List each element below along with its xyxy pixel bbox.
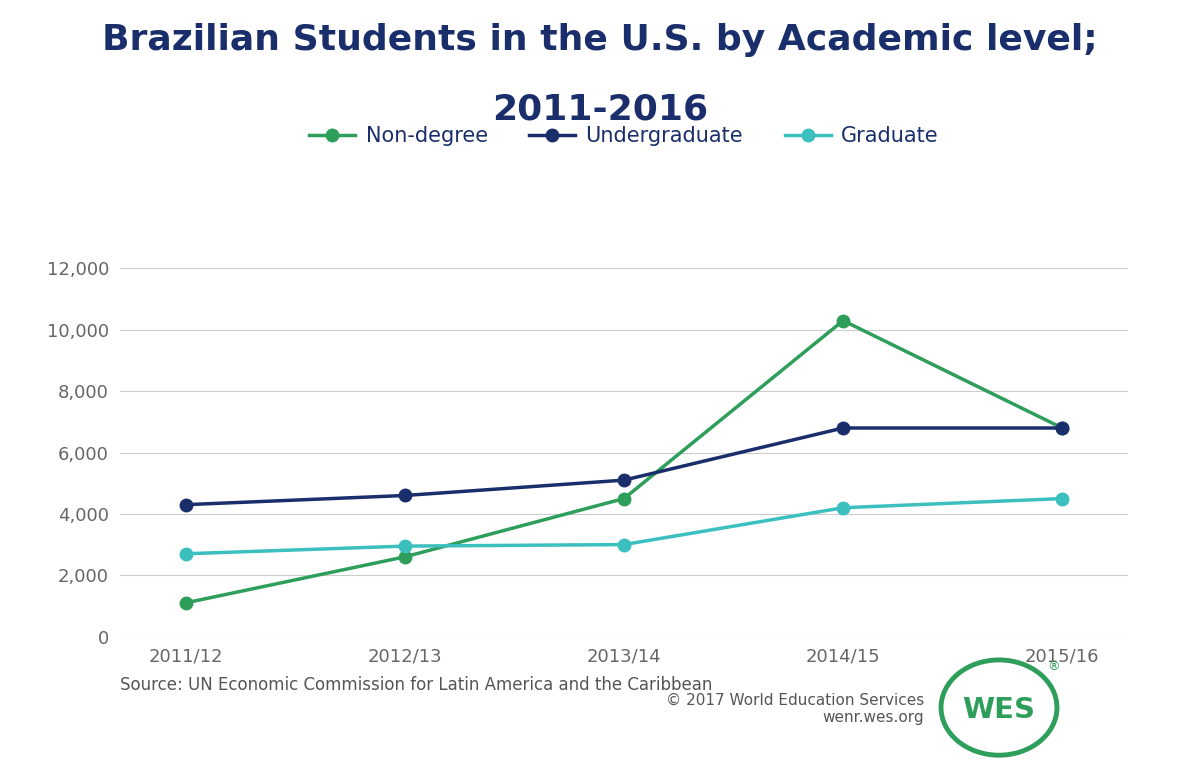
- Undergraduate: [179, 500, 193, 509]
- Legend: Non-degree, Undergraduate, Graduate: Non-degree, Undergraduate, Graduate: [301, 118, 947, 154]
- Non-degree: [617, 494, 631, 503]
- Text: ®: ®: [1046, 660, 1060, 673]
- Non-degree: [397, 552, 412, 561]
- Non-degree: [179, 598, 193, 607]
- Undergraduate: [617, 476, 631, 485]
- Line: Graduate: Graduate: [180, 492, 1068, 560]
- Text: WES: WES: [962, 696, 1036, 723]
- Graduate: [1055, 494, 1069, 503]
- Undergraduate: [1055, 423, 1069, 433]
- Undergraduate: [836, 423, 851, 433]
- Graduate: [836, 503, 851, 512]
- Non-degree: [1055, 423, 1069, 433]
- Text: © 2017 World Education Services
wenr.wes.org: © 2017 World Education Services wenr.wes…: [666, 693, 924, 725]
- Graduate: [179, 549, 193, 558]
- Non-degree: [836, 316, 851, 325]
- Graduate: [397, 542, 412, 551]
- Graduate: [617, 540, 631, 549]
- Text: Brazilian Students in the U.S. by Academic level;: Brazilian Students in the U.S. by Academ…: [102, 23, 1098, 57]
- Text: Source: UN Economic Commission for Latin America and the Caribbean: Source: UN Economic Commission for Latin…: [120, 676, 713, 694]
- Undergraduate: [397, 491, 412, 500]
- Line: Undergraduate: Undergraduate: [180, 422, 1068, 511]
- Text: 2011-2016: 2011-2016: [492, 92, 708, 126]
- Line: Non-degree: Non-degree: [180, 314, 1068, 609]
